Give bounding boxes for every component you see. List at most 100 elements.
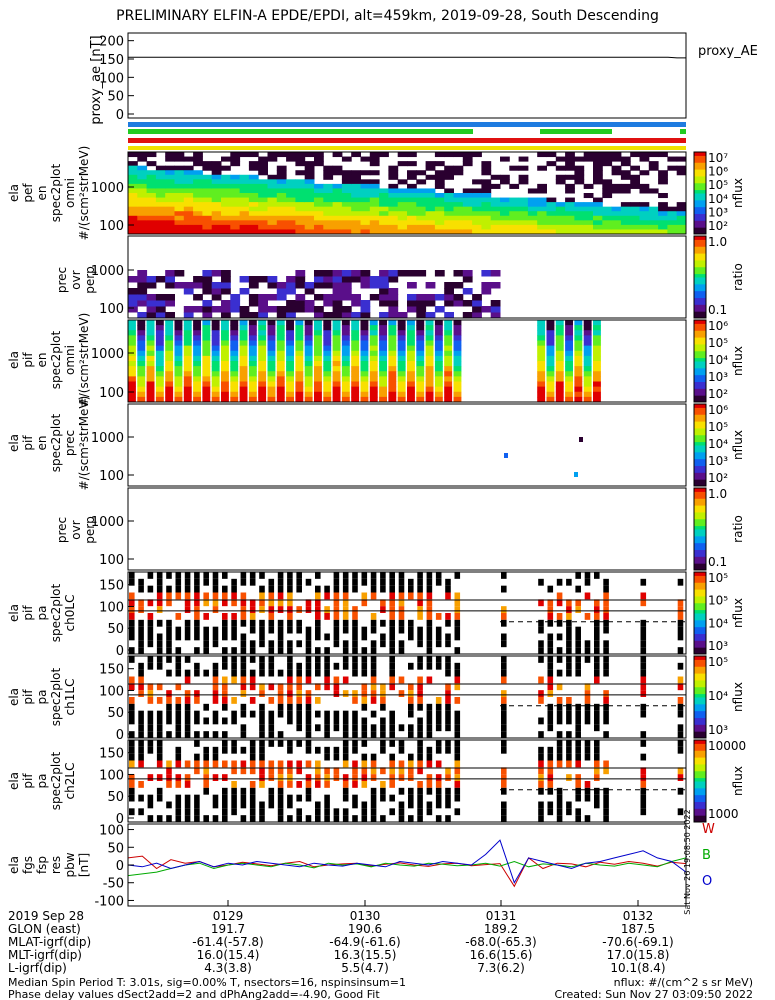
pa-ch0-cell [166,647,172,654]
xtick-label: 0130 [349,909,381,923]
ion-spectrogram-cell [165,396,174,403]
pa-ch0-cell [222,613,228,620]
ion-spectrogram-cell [425,371,434,377]
spectrogram-cell [267,220,278,226]
spectrogram-cell [128,152,138,158]
pa-ch2-cell [194,801,200,809]
pa-ch0-cell [342,599,349,607]
ion-spectrogram-cell [276,340,285,347]
ratio-cell [360,276,371,283]
pa-ch1-cell [361,724,368,732]
spectrogram-cell [128,188,138,194]
ion-spectrogram-cell [146,335,155,341]
pa-ch2-cell [640,794,647,802]
pa-ch1-cell [268,662,275,670]
ion-spectrogram-cell [137,355,146,362]
spectrogram-cell [332,188,343,194]
ion-spectrogram-cell [407,361,415,367]
ion-omni-colorbar-swatch [694,320,706,324]
ion-spectrogram-cell [453,396,462,403]
pa-ch0-cell [175,592,182,600]
electron-ratio-colorbar-label: 0.1 [708,303,727,317]
ion-omni-colorbar-label: 10³ [708,370,728,384]
pa-ch1-cell [677,683,684,691]
spectrogram-cell [434,197,445,203]
pa-ch1-cell [259,724,265,732]
spectrogram-cell [193,183,203,189]
pa-ch0-cell [361,578,368,586]
spectrogram-cell [676,220,687,226]
ion-spectrogram-cell [314,376,322,382]
ion-spectrogram-cell [248,371,257,377]
ratio-cell [276,282,287,289]
pa-ch0-cell [175,578,182,586]
pa-ch2-colorbar-swatch [694,808,706,813]
pa-ch0-cell [166,572,172,579]
spectrogram-cell [360,224,371,230]
ae-ytick-label: 100 [99,71,124,86]
spectrogram-cell [155,165,166,171]
electron-ratio-colorbar-swatch [694,277,706,281]
electron-ratio-colorbar-swatch [694,253,706,257]
pa-ch1-cell [426,731,433,738]
ion-spectrogram-cell [416,386,425,393]
spectrogram-cell [174,220,185,226]
spectrogram-cell [648,152,659,158]
spectrogram-cell [304,193,315,199]
ion-prec-colorbar-swatch [694,407,706,412]
ion-spectrogram-cell [165,355,174,362]
pa-ch1-cell [426,717,433,725]
ion-spectrogram-cell [397,325,406,331]
pa-ch1-cell [566,717,572,725]
pa-ch1-cell [194,662,200,670]
spectrogram-cell [314,152,324,158]
pa-ch1-cell [305,724,312,732]
pa-ch2-cell [231,787,237,795]
spectrogram-cell [193,224,203,230]
pa-ch2-colorbar-swatch [694,815,706,820]
spectrogram-cell [258,197,268,203]
spectrogram-cell [434,152,445,158]
pa-ch0-cell [445,633,451,641]
spectrogram-cell [425,215,436,221]
footer-units: nflux: #/(cm^2 s sr MeV) [613,976,753,989]
pa-ch1-cell [640,710,647,718]
ion-spectrogram-cell [332,391,341,398]
pa-ch0-colorbar-swatch [694,636,706,641]
pa-ch0-cell [333,640,340,648]
pa-ch2-cell [315,801,321,809]
spectrogram-cell [128,170,138,176]
ratio-cell [481,288,492,295]
pa-ch1-cell [324,683,330,691]
pa-ch1-colorbar-swatch [694,700,706,705]
ion-spectrogram-cell [593,386,601,393]
pa-ch2-cell [575,787,581,795]
pa-ch1-cell [352,710,358,718]
pa-ch2-cell [129,794,135,802]
spectrogram-cell [193,215,203,221]
spectrogram-cell [360,197,371,203]
electron-omni-colorbar-swatch [694,193,706,197]
pa-ch1-cell [222,683,228,691]
ion-spectrogram-cell [555,350,564,357]
spectrogram-cell [379,224,389,230]
ion-prec-colorbar-swatch [694,417,706,422]
ion-spectrogram-cell [258,355,267,362]
ratio-cell [407,306,417,313]
ion-prec-colorbar-swatch [694,455,706,460]
pa-ch0-cell [352,613,358,620]
pa-ch1-cell [184,676,191,684]
ion-ratio-colorbar-swatch [694,491,706,496]
ion-spectrogram-cell [267,345,276,352]
ratio-cell [286,300,296,307]
pa-ch0-cell [556,647,563,654]
pa-ch2-cell [156,760,163,768]
ion-spectrogram-cell [388,381,397,388]
spectrogram-cell [490,183,501,189]
spectrogram-cell [500,206,510,212]
ion-spectrogram-cell [574,396,583,403]
pa-ch0-cell [435,578,442,586]
electron-omni-colorbar-label: 10⁴ [708,192,728,206]
ion-spectrogram-cell [407,340,415,347]
eph-value: 16.6(15.6) [469,948,533,962]
